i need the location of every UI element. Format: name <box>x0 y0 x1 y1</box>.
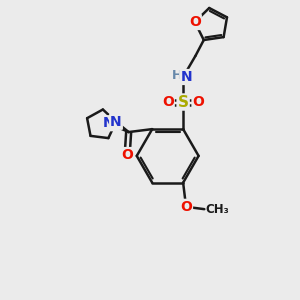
Text: S: S <box>178 94 189 110</box>
Text: CH₃: CH₃ <box>206 203 230 216</box>
Text: O: O <box>193 95 204 109</box>
Text: N: N <box>180 70 192 84</box>
Text: H: H <box>172 69 182 82</box>
Text: O: O <box>121 148 133 162</box>
Text: N: N <box>103 116 114 130</box>
Text: O: O <box>180 200 192 214</box>
Text: O: O <box>189 15 201 29</box>
Text: O: O <box>162 95 174 109</box>
Text: N: N <box>110 115 122 129</box>
